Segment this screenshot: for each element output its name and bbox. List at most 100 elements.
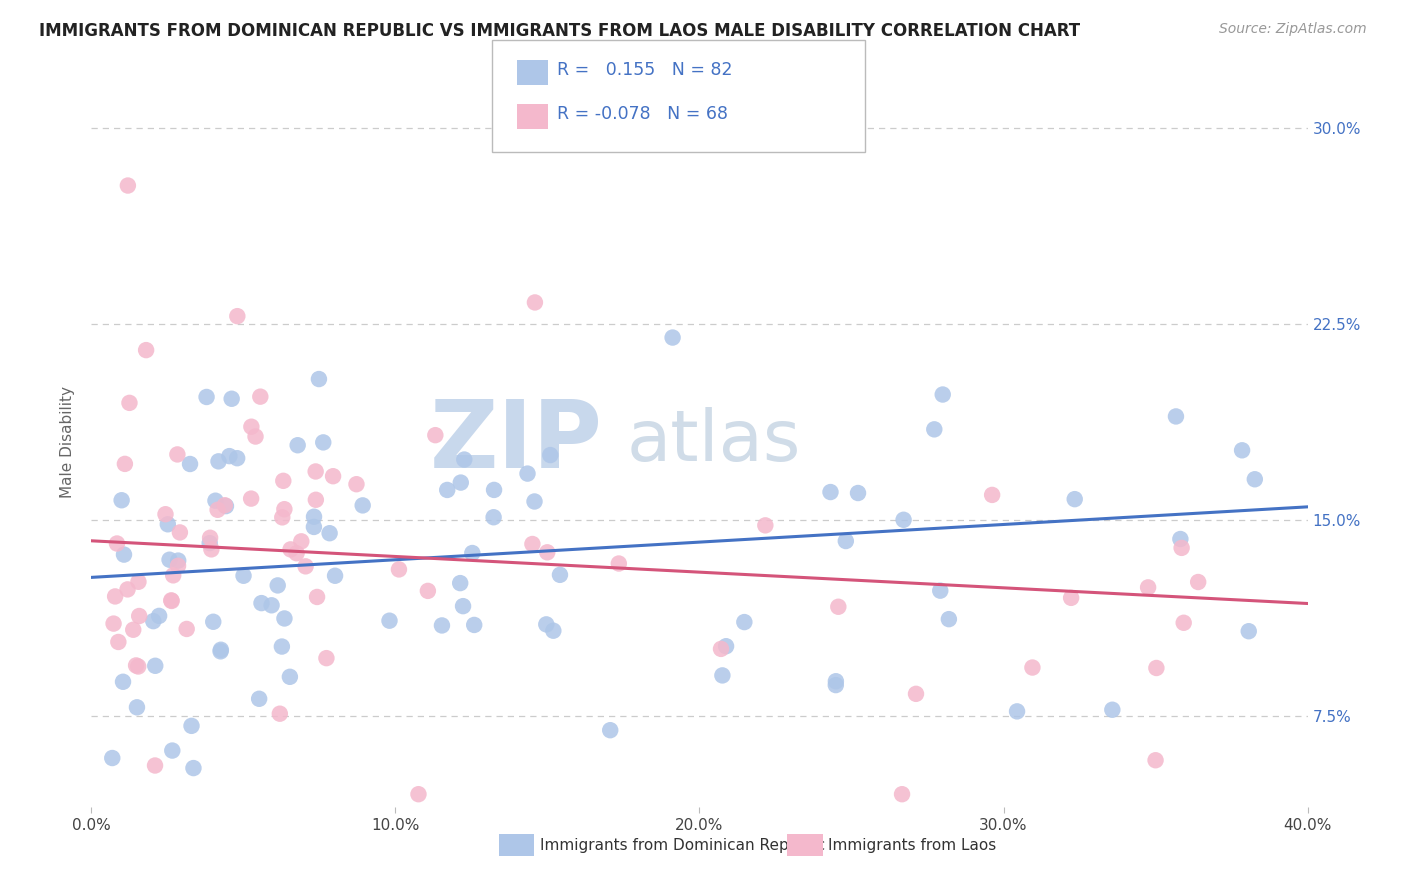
Point <box>516 467 538 481</box>
Point <box>202 615 225 629</box>
Point <box>388 562 411 576</box>
Point <box>122 623 145 637</box>
Point <box>733 615 755 629</box>
Point <box>416 583 439 598</box>
Point <box>101 751 124 765</box>
Point <box>1021 660 1043 674</box>
Point <box>543 624 565 638</box>
Point <box>754 518 776 533</box>
Point <box>482 483 505 497</box>
Point <box>269 706 291 721</box>
Point <box>104 590 127 604</box>
Point <box>302 520 325 534</box>
Point <box>824 678 846 692</box>
Text: R =   0.155   N = 82: R = 0.155 N = 82 <box>557 61 733 78</box>
Point <box>453 452 475 467</box>
Point <box>1187 574 1209 589</box>
Point <box>118 396 141 410</box>
Point <box>461 546 484 560</box>
Point <box>103 616 125 631</box>
Point <box>825 674 848 689</box>
Point <box>425 428 447 442</box>
Point <box>661 330 683 344</box>
Point <box>1101 703 1123 717</box>
Point <box>1144 661 1167 675</box>
Point <box>127 659 149 673</box>
Text: Source: ZipAtlas.com: Source: ZipAtlas.com <box>1219 22 1367 37</box>
Point <box>378 614 401 628</box>
Point <box>835 534 858 549</box>
Point <box>240 419 263 434</box>
Point <box>214 498 236 512</box>
Point <box>711 668 734 682</box>
Text: IMMIGRANTS FROM DOMINICAN REPUBLIC VS IMMIGRANTS FROM LAOS MALE DISABILITY CORRE: IMMIGRANTS FROM DOMINICAN REPUBLIC VS IM… <box>39 22 1080 40</box>
Point <box>167 558 190 573</box>
Point <box>179 457 201 471</box>
Point <box>1137 581 1160 595</box>
Point <box>1144 753 1167 767</box>
Point <box>714 639 737 653</box>
Point <box>207 454 229 468</box>
Point <box>408 787 430 801</box>
Point <box>112 548 135 562</box>
Point <box>305 465 328 479</box>
Point <box>305 492 328 507</box>
Point <box>285 546 308 560</box>
Point <box>1170 532 1192 546</box>
Point <box>143 658 166 673</box>
Point <box>273 502 295 516</box>
Point <box>166 447 188 461</box>
Point <box>290 534 312 549</box>
Point <box>183 761 205 775</box>
Point <box>904 687 927 701</box>
Point <box>215 499 238 513</box>
Point <box>218 449 240 463</box>
Point <box>931 387 953 401</box>
Point <box>1243 472 1265 486</box>
Point <box>128 609 150 624</box>
Point <box>207 503 229 517</box>
Text: Immigrants from Laos: Immigrants from Laos <box>828 838 997 854</box>
Point <box>125 700 148 714</box>
Point <box>270 640 292 654</box>
Point <box>607 557 630 571</box>
Text: ZIP: ZIP <box>429 395 602 488</box>
Point <box>162 743 184 757</box>
Point <box>820 485 842 500</box>
Point <box>536 617 558 632</box>
Point <box>142 614 165 628</box>
Point <box>278 670 301 684</box>
Point <box>322 469 344 483</box>
Point <box>160 594 183 608</box>
Point <box>430 618 453 632</box>
Point <box>318 526 340 541</box>
Point <box>107 635 129 649</box>
Point <box>273 611 295 625</box>
Point <box>200 542 222 557</box>
Point <box>846 486 869 500</box>
Point <box>240 491 263 506</box>
Point <box>891 787 914 801</box>
Point <box>346 477 368 491</box>
Point <box>352 499 374 513</box>
Point <box>271 474 294 488</box>
Point <box>523 295 546 310</box>
Point <box>323 568 346 582</box>
Point <box>538 448 561 462</box>
Point <box>548 567 571 582</box>
Point <box>280 542 302 557</box>
Point <box>312 435 335 450</box>
Point <box>117 582 139 597</box>
Y-axis label: Male Disability: Male Disability <box>60 385 76 498</box>
Point <box>226 309 249 323</box>
Point <box>1237 624 1260 639</box>
Point <box>232 568 254 582</box>
Point <box>125 658 148 673</box>
Point <box>1164 409 1187 424</box>
Point <box>1063 492 1085 507</box>
Point <box>482 510 505 524</box>
Point <box>1005 705 1028 719</box>
Point <box>198 536 221 550</box>
Point <box>1173 615 1195 630</box>
Point <box>148 608 170 623</box>
